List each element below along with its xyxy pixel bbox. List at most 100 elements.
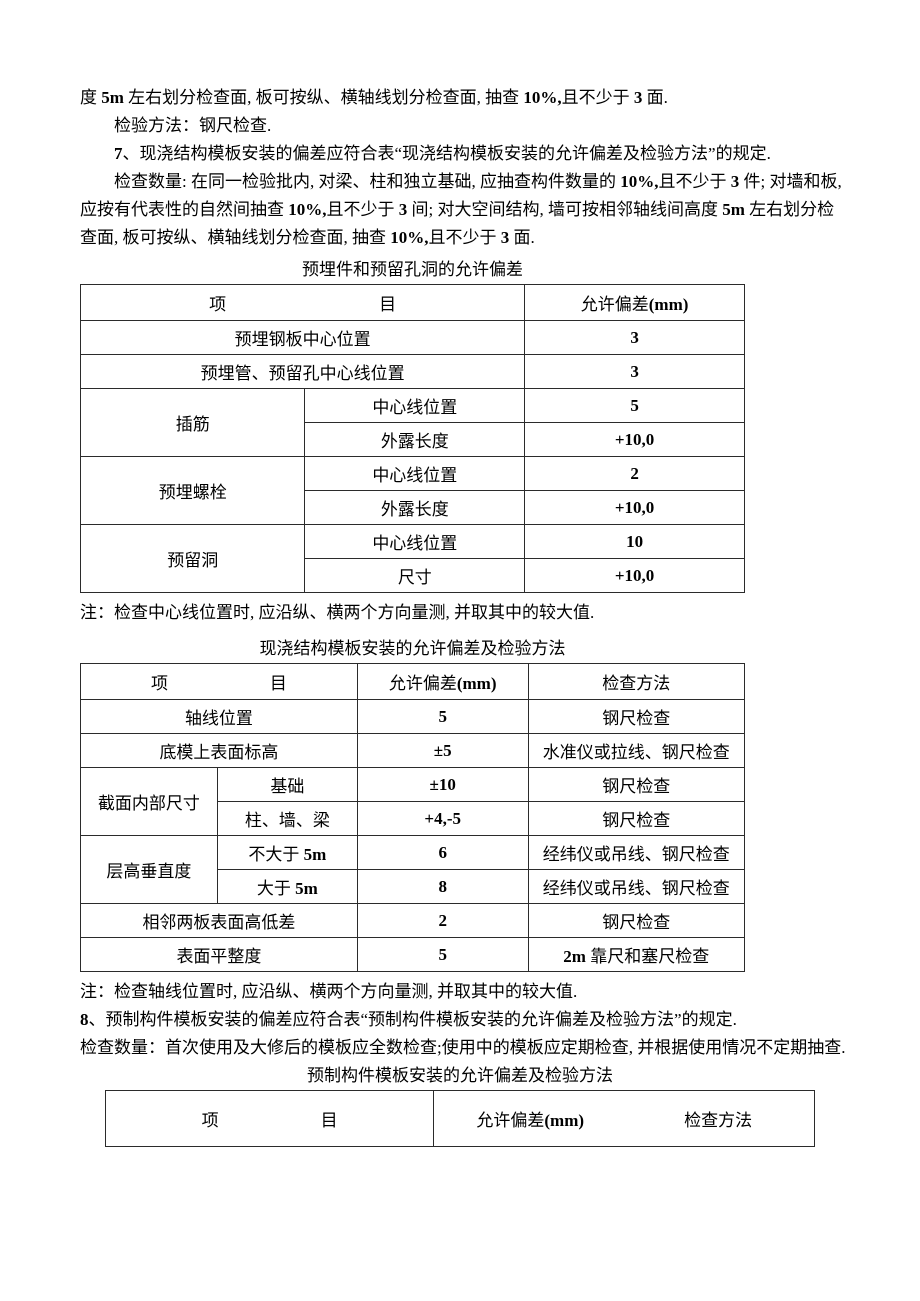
table-row: 预埋钢板中心位置 3 <box>79 320 745 355</box>
text-run-bold: (mm) <box>648 295 689 314</box>
cell-item: 预埋管、预留孔中心线位置 <box>79 354 526 389</box>
paragraph-continuation: 度 5m 左右划分检查面, 板可按纵、横轴线划分检查面, 抽查 10%,且不少于… <box>80 84 850 112</box>
precast-formwork-tolerance-table: 项 目 允许偏差(mm) 检查方法 <box>104 1090 815 1147</box>
cell-method: 经纬仪或吊线、钢尺检查 <box>527 869 746 904</box>
cell-dev: 6 <box>356 835 529 870</box>
paragraph-item-7: 7、现浇结构模板安装的偏差应符合表“现浇结构模板安装的允许偏差及检验方法”的规定… <box>80 140 850 168</box>
table3-caption: 预制构件模板安装的允许偏差及检验方法 <box>307 1066 613 1085</box>
cell-method: 钢尺检查 <box>527 699 746 734</box>
text-run: 、预制构件模板安装的偏差应符合表“预制构件模板安装的允许偏差及检验方法”的规定. <box>88 1010 737 1029</box>
text-run: 间; 对大空间结构, 墙可按相邻轴线间高度 <box>407 200 723 219</box>
text-run: 不大于 <box>248 845 304 864</box>
cell-item: 中心线位置 <box>304 456 526 491</box>
table-row: 表面平整度 5 2m 靠尺和塞尺检查 <box>80 937 746 972</box>
table-row: 预留洞 中心线位置 10 <box>79 524 745 593</box>
header-cell-method: 检查方法 <box>527 663 746 700</box>
text-run: 允许偏差 <box>388 674 457 693</box>
text-run-bold: 10%, <box>390 228 429 247</box>
text-run-bold: 5m <box>295 879 318 898</box>
text-run-bold: 3 <box>500 228 510 247</box>
text-run-bold: 2m <box>563 947 586 966</box>
cell-method: 钢尺检查 <box>527 767 746 802</box>
cell-group-name: 层高垂直度 <box>80 835 218 904</box>
cell-dev: 2 <box>356 903 529 938</box>
text-run: 度 <box>80 88 102 107</box>
table-row: 项 目 允许偏差(mm) 检查方法 <box>104 1090 815 1147</box>
cell-item: 基础 <box>216 767 358 802</box>
cell-item: 中心线位置 <box>304 524 526 559</box>
table-row: 截面内部尺寸 基础 ±10 钢尺检查 <box>80 767 746 836</box>
text-run: 检查数量: 在同一检验批内, 对梁、柱和独立基础, 应抽查构件数量的 <box>114 172 621 191</box>
cell-dev: 5 <box>524 388 745 423</box>
header-right-group: 允许偏差(mm) 检查方法 <box>436 1106 812 1131</box>
cell-item: 外露长度 <box>304 490 526 525</box>
header-cell-deviation: 允许偏差(mm) <box>436 1106 624 1131</box>
text-run: 允许偏差 <box>476 1111 545 1130</box>
text-run-bold: 3 <box>730 172 740 191</box>
cell-method: 钢尺检查 <box>527 801 746 836</box>
header-cell-right: 允许偏差(mm) 检查方法 <box>433 1090 815 1147</box>
cell-dev: 2 <box>524 456 745 491</box>
cell-group-name: 截面内部尺寸 <box>80 767 218 836</box>
table-row: 相邻两板表面高低差 2 钢尺检查 <box>80 903 746 938</box>
text-run: 左右划分检查面, 板可按纵、横轴线划分检查面, 抽查 <box>80 200 835 247</box>
paragraph-inspection-method: 检验方法：钢尺检查. <box>114 116 272 135</box>
cell-item: 相邻两板表面高低差 <box>80 903 358 938</box>
text-run: 面. <box>642 88 668 107</box>
text-run: 靠尺和塞尺检查 <box>585 947 710 966</box>
cell-method: 钢尺检查 <box>527 903 746 938</box>
text-run-bold: 7 <box>114 144 123 163</box>
paragraph-inspection-quantity-7: 检查数量: 在同一检验批内, 对梁、柱和独立基础, 应抽查构件数量的 10%,且… <box>80 168 850 252</box>
cell-dev: 3 <box>524 320 745 355</box>
embedded-parts-tolerance-table: 项 目 允许偏差(mm) 预埋钢板中心位置 3 预埋管、预留孔中心线位置 3 插… <box>79 284 745 593</box>
text-run: 大于 <box>256 879 296 898</box>
header-cell-item: 项 目 <box>104 1090 435 1147</box>
header-cell-deviation: 允许偏差(mm) <box>524 284 745 321</box>
cell-dev: 5 <box>356 937 529 972</box>
table-row: 预埋螺栓 中心线位置 2 <box>79 456 745 525</box>
table-row: 项 目 允许偏差(mm) 检查方法 <box>80 663 746 700</box>
text-run: 允许偏差 <box>580 295 649 314</box>
text-run: 件; 对墙和板, 应按有代表性的自然间抽查 <box>80 172 842 219</box>
table-row: 外露长度 +10,0 <box>81 490 745 525</box>
table-row: 底模上表面标高 ±5 水准仪或拉线、钢尺检查 <box>80 733 746 768</box>
text-run-bold: (mm) <box>456 674 497 693</box>
text-run: 且不少于 <box>658 172 731 191</box>
table-row: 项 目 允许偏差(mm) <box>79 284 745 321</box>
text-run: 且不少于 <box>561 88 634 107</box>
cell-method: 水准仪或拉线、钢尺检查 <box>527 733 746 768</box>
cell-method: 经纬仪或吊线、钢尺检查 <box>527 835 746 870</box>
paragraph-item-8: 8、预制构件模板安装的偏差应符合表“预制构件模板安装的允许偏差及检验方法”的规定… <box>80 1006 850 1034</box>
cell-item: 尺寸 <box>304 558 526 593</box>
cell-group-name: 预埋螺栓 <box>79 456 306 525</box>
text-run: 面. <box>509 228 535 247</box>
text-run: 左右划分检查面, 板可按纵、横轴线划分检查面, 抽查 <box>123 88 524 107</box>
cell-dev: 5 <box>356 699 529 734</box>
cell-method: 2m 靠尺和塞尺检查 <box>527 937 746 972</box>
text-run-bold: 5m <box>722 200 745 219</box>
text-run-bold: 5m <box>101 88 124 107</box>
text-run-bold: 3 <box>398 200 408 219</box>
table-row: 柱、墙、梁 +4,-5 钢尺检查 <box>81 801 746 836</box>
cell-dev: 10 <box>524 524 745 559</box>
cell-item: 不大于 5m <box>216 835 358 870</box>
table-row: 预埋管、预留孔中心线位置 3 <box>79 354 745 389</box>
cell-dev: ±5 <box>356 733 529 768</box>
text-run: 、现浇结构模板安装的偏差应符合表“现浇结构模板安装的允许偏差及检验方法”的规定. <box>122 144 771 163</box>
table-row: 轴线位置 5 钢尺检查 <box>80 699 746 734</box>
cell-item: 外露长度 <box>304 422 526 457</box>
text-run-bold: 8 <box>80 1010 89 1029</box>
text-run-bold: 5m <box>303 845 327 864</box>
text-run-bold: 3 <box>633 88 643 107</box>
text-run-bold: 10%, <box>523 88 562 107</box>
cell-group-name: 预留洞 <box>79 524 306 593</box>
cell-group-name: 插筋 <box>79 388 306 457</box>
header-cell-method: 检查方法 <box>684 1111 753 1130</box>
cell-dev: 8 <box>356 869 529 904</box>
cell-item: 柱、墙、梁 <box>216 801 358 836</box>
text-run-bold: 10%, <box>288 200 327 219</box>
text-run-bold: 10%, <box>620 172 659 191</box>
cell-dev: +4,-5 <box>356 801 529 836</box>
cell-item: 轴线位置 <box>80 699 358 734</box>
cell-dev: +10,0 <box>524 558 745 593</box>
